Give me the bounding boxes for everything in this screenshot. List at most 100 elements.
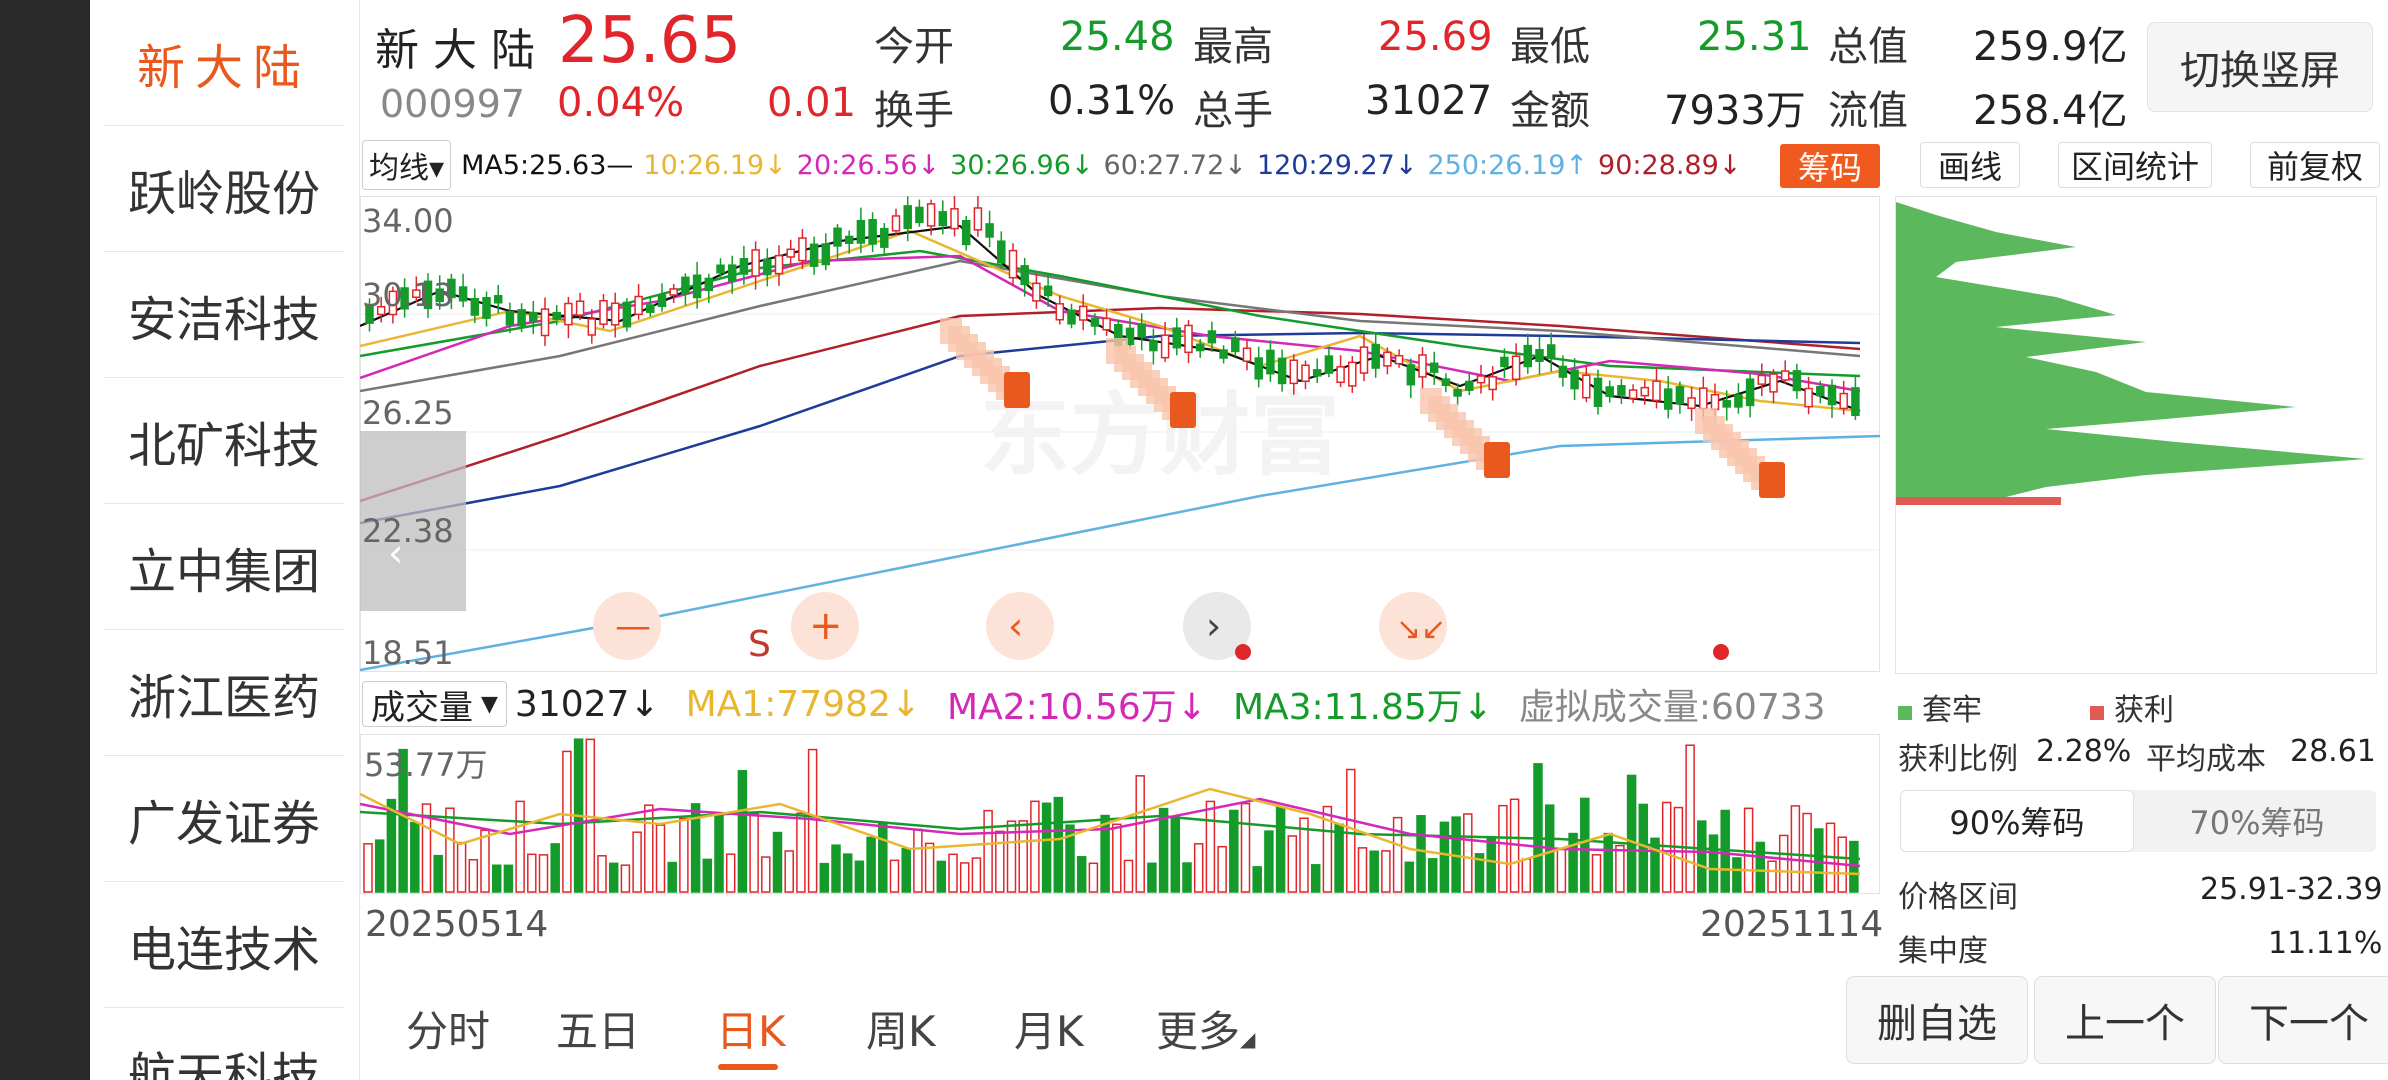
candlesticks xyxy=(365,196,1860,422)
zoom-out-button[interactable]: — xyxy=(593,592,661,660)
candle-body xyxy=(1067,309,1076,325)
candle-body xyxy=(447,278,456,299)
volume-bar xyxy=(527,853,537,893)
volume-value: 31027↓ xyxy=(514,683,660,725)
tab-five-day[interactable]: 五日 xyxy=(556,1007,641,1056)
scroll-left-handle[interactable] xyxy=(360,431,466,611)
tab-monthly-k[interactable]: 月K xyxy=(1014,1007,1084,1056)
last-price: 25.65 xyxy=(558,4,742,78)
candle-body xyxy=(997,240,1006,264)
sidebar-item-beikuang[interactable]: 北矿科技 xyxy=(104,378,344,504)
volume-bar xyxy=(1217,845,1227,893)
volume-chart[interactable]: 53.77万 xyxy=(360,734,1880,894)
candle-body xyxy=(388,290,398,316)
volume-bar xyxy=(1392,816,1403,893)
sequence-nine-badge xyxy=(1170,392,1196,428)
volume-max-tick: 53.77万 xyxy=(364,746,488,784)
sidebar-item-xindalu[interactable]: 新大陆 xyxy=(104,0,344,126)
fq-button[interactable]: 前复权 xyxy=(2250,142,2380,188)
volume-bar xyxy=(1053,796,1064,893)
reset-zoom-button[interactable]: ↘↙ xyxy=(1379,592,1447,660)
switch-portrait-button[interactable]: 切换竖屏 xyxy=(2147,22,2373,112)
candle-body xyxy=(564,302,573,326)
sidebar-item-yueling[interactable]: 跃岭股份 xyxy=(104,126,344,252)
ma-type-select[interactable]: 均线▾ xyxy=(362,140,452,190)
candle-body xyxy=(1734,394,1743,408)
candle-body xyxy=(1476,375,1486,384)
ma-type-label: 均线 xyxy=(369,151,429,186)
change-amount: 0.01 xyxy=(767,80,857,126)
candle-body xyxy=(1640,386,1650,397)
tab-intraday[interactable]: 分时 xyxy=(406,1007,491,1056)
chip-90-tab[interactable]: 90%筹码 xyxy=(1900,790,2134,852)
svg-text:›: › xyxy=(1206,604,1221,648)
candle-body xyxy=(634,295,643,316)
volume-bar xyxy=(1556,848,1567,893)
amount-value: 7933万 xyxy=(1664,88,1806,134)
profit-legend: 获利 xyxy=(2090,685,2174,729)
kline-chart[interactable]: 东方财富 ‹ 34.00 30.13 26.25 22.38 18.51 — S… xyxy=(360,196,1880,672)
volume-indicator-select[interactable]: 成交量 ▼ xyxy=(362,681,507,728)
candle-body xyxy=(1149,340,1158,352)
volume-bar xyxy=(772,831,783,893)
candle-body xyxy=(599,299,608,325)
event-dot-2[interactable] xyxy=(1713,644,1729,660)
volume-bar xyxy=(1580,797,1590,893)
candle-body xyxy=(1231,337,1240,353)
candle-body xyxy=(400,287,409,310)
candle-body xyxy=(786,248,795,258)
volume-bar xyxy=(1498,804,1508,893)
sidebar-item-hangtian[interactable]: 航天科技 xyxy=(104,1008,344,1080)
sidebar-item-dianlian[interactable]: 电连技术 xyxy=(104,882,344,1008)
remove-watchlist-button[interactable]: 删自选 xyxy=(1846,976,2028,1064)
tab-daily-k[interactable]: 日K xyxy=(716,1007,786,1056)
range-stats-button[interactable]: 区间统计 xyxy=(2058,142,2212,188)
volume-bar xyxy=(1369,850,1379,893)
candle-body xyxy=(1125,327,1135,346)
scroll-back-button[interactable]: ‹ xyxy=(986,592,1054,660)
candle-body xyxy=(880,227,889,248)
zoom-in-button[interactable]: + xyxy=(791,592,859,660)
event-dot-1[interactable] xyxy=(1235,644,1251,660)
volume-bar xyxy=(480,829,490,893)
candle-body xyxy=(657,294,667,308)
chip-percent-toggle: 90%筹码 70%筹码 xyxy=(1900,790,2376,852)
chip-toggle-button[interactable]: 筹码 xyxy=(1780,144,1880,188)
volume-bar xyxy=(995,830,1005,893)
scroll-forward-button[interactable]: › xyxy=(1183,592,1251,660)
scroll-left-icon[interactable]: ‹ xyxy=(388,531,403,575)
candle-body xyxy=(950,208,959,230)
candle-body xyxy=(1020,265,1029,286)
volume-bar xyxy=(1135,775,1145,893)
ma5-value: MA5:25.63— xyxy=(461,149,634,181)
draw-line-button[interactable]: 画线 xyxy=(1920,142,2020,188)
candle-body xyxy=(809,243,819,267)
sidebar-item-gf-securities[interactable]: 广发证券 xyxy=(104,756,344,882)
candle-body xyxy=(1546,344,1556,359)
volume-bar xyxy=(1334,823,1344,893)
volume-bar xyxy=(667,861,677,893)
volume-bar xyxy=(866,836,876,893)
tab-weekly-k[interactable]: 周K xyxy=(866,1007,936,1056)
next-stock-button[interactable]: 下一个 xyxy=(2218,976,2388,1064)
candle-body xyxy=(856,219,866,244)
candle-body xyxy=(1605,386,1614,398)
volume-bar xyxy=(655,824,666,893)
change-percent: 0.04% xyxy=(557,80,685,126)
sidebar-item-anjie[interactable]: 安洁科技 xyxy=(104,252,344,378)
volume-bar xyxy=(959,862,970,893)
candle-body xyxy=(1207,330,1217,344)
candle-body xyxy=(739,258,749,275)
volume-bar xyxy=(1205,800,1216,893)
candle-body xyxy=(1277,357,1287,385)
sidebar-item-lizhong[interactable]: 立中集团 xyxy=(104,504,344,630)
volume-bar xyxy=(620,864,631,893)
tab-more[interactable]: 更多◢ xyxy=(1156,998,1255,1059)
candle-body xyxy=(1090,318,1100,327)
previous-stock-button[interactable]: 上一个 xyxy=(2034,976,2216,1064)
volume-bar xyxy=(842,853,853,893)
candle-body xyxy=(1827,384,1837,406)
chip-70-tab[interactable]: 70%筹码 xyxy=(2189,804,2325,842)
volume-bar xyxy=(1240,802,1251,893)
sidebar-item-zhejiang-pharma[interactable]: 浙江医药 xyxy=(104,630,344,756)
